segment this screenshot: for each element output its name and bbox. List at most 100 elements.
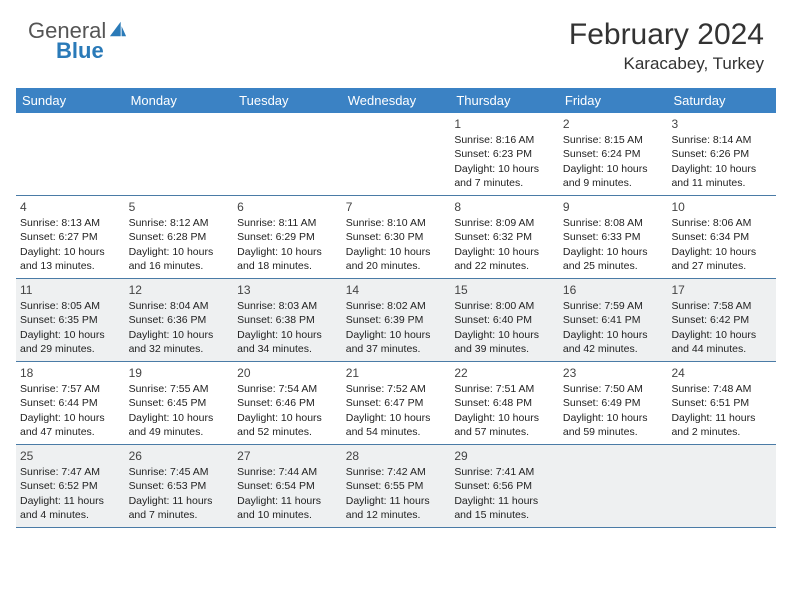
day-sunrise: Sunrise: 8:14 AM: [671, 133, 772, 147]
calendar-week: 11Sunrise: 8:05 AMSunset: 6:35 PMDayligh…: [16, 279, 776, 362]
day-cell: [342, 113, 451, 195]
day-daylight: Daylight: 11 hours and 10 minutes.: [237, 494, 338, 522]
day-daylight: Daylight: 10 hours and 49 minutes.: [129, 411, 230, 439]
day-sunset: Sunset: 6:40 PM: [454, 313, 555, 327]
day-sunset: Sunset: 6:28 PM: [129, 230, 230, 244]
day-daylight: Daylight: 11 hours and 12 minutes.: [346, 494, 447, 522]
day-sunrise: Sunrise: 7:52 AM: [346, 382, 447, 396]
day-cell: [667, 445, 776, 527]
day-sunrise: Sunrise: 7:42 AM: [346, 465, 447, 479]
day-sunset: Sunset: 6:34 PM: [671, 230, 772, 244]
day-cell: 10Sunrise: 8:06 AMSunset: 6:34 PMDayligh…: [667, 196, 776, 278]
day-number: 6: [237, 199, 338, 215]
day-sunset: Sunset: 6:46 PM: [237, 396, 338, 410]
calendar-grid: Sunday Monday Tuesday Wednesday Thursday…: [16, 88, 776, 528]
page-header: GeneralBlue February 2024 Karacabey, Tur…: [0, 0, 792, 82]
day-cell: 16Sunrise: 7:59 AMSunset: 6:41 PMDayligh…: [559, 279, 668, 361]
day-sunset: Sunset: 6:32 PM: [454, 230, 555, 244]
day-sunrise: Sunrise: 8:08 AM: [563, 216, 664, 230]
day-daylight: Daylight: 11 hours and 7 minutes.: [129, 494, 230, 522]
location-label: Karacabey, Turkey: [569, 54, 764, 74]
day-sunset: Sunset: 6:27 PM: [20, 230, 121, 244]
calendar-week: 4Sunrise: 8:13 AMSunset: 6:27 PMDaylight…: [16, 196, 776, 279]
day-daylight: Daylight: 10 hours and 42 minutes.: [563, 328, 664, 356]
day-number: 25: [20, 448, 121, 464]
day-sunset: Sunset: 6:56 PM: [454, 479, 555, 493]
day-sunrise: Sunrise: 7:45 AM: [129, 465, 230, 479]
weekday-sat: Saturday: [667, 88, 776, 113]
day-cell: 26Sunrise: 7:45 AMSunset: 6:53 PMDayligh…: [125, 445, 234, 527]
day-number: 11: [20, 282, 121, 298]
day-number: 15: [454, 282, 555, 298]
day-daylight: Daylight: 10 hours and 16 minutes.: [129, 245, 230, 273]
day-sunrise: Sunrise: 8:03 AM: [237, 299, 338, 313]
day-sunrise: Sunrise: 7:59 AM: [563, 299, 664, 313]
day-sunset: Sunset: 6:47 PM: [346, 396, 447, 410]
day-sunset: Sunset: 6:33 PM: [563, 230, 664, 244]
day-number: 14: [346, 282, 447, 298]
day-daylight: Daylight: 10 hours and 7 minutes.: [454, 162, 555, 190]
day-number: 12: [129, 282, 230, 298]
day-sunrise: Sunrise: 7:58 AM: [671, 299, 772, 313]
day-cell: 25Sunrise: 7:47 AMSunset: 6:52 PMDayligh…: [16, 445, 125, 527]
day-cell: 17Sunrise: 7:58 AMSunset: 6:42 PMDayligh…: [667, 279, 776, 361]
day-number: 9: [563, 199, 664, 215]
day-daylight: Daylight: 11 hours and 2 minutes.: [671, 411, 772, 439]
day-daylight: Daylight: 10 hours and 59 minutes.: [563, 411, 664, 439]
day-number: 3: [671, 116, 772, 132]
day-cell: 11Sunrise: 8:05 AMSunset: 6:35 PMDayligh…: [16, 279, 125, 361]
day-number: 4: [20, 199, 121, 215]
calendar-week: 18Sunrise: 7:57 AMSunset: 6:44 PMDayligh…: [16, 362, 776, 445]
day-daylight: Daylight: 10 hours and 54 minutes.: [346, 411, 447, 439]
title-block: February 2024 Karacabey, Turkey: [569, 18, 764, 74]
day-sunrise: Sunrise: 7:57 AM: [20, 382, 121, 396]
day-number: 17: [671, 282, 772, 298]
day-number: 24: [671, 365, 772, 381]
weekday-header: Sunday Monday Tuesday Wednesday Thursday…: [16, 88, 776, 113]
calendar-week: 1Sunrise: 8:16 AMSunset: 6:23 PMDaylight…: [16, 113, 776, 196]
day-sunset: Sunset: 6:30 PM: [346, 230, 447, 244]
day-number: 7: [346, 199, 447, 215]
day-cell: 1Sunrise: 8:16 AMSunset: 6:23 PMDaylight…: [450, 113, 559, 195]
day-sunrise: Sunrise: 7:50 AM: [563, 382, 664, 396]
day-cell: 15Sunrise: 8:00 AMSunset: 6:40 PMDayligh…: [450, 279, 559, 361]
day-sunrise: Sunrise: 8:00 AM: [454, 299, 555, 313]
day-cell: 24Sunrise: 7:48 AMSunset: 6:51 PMDayligh…: [667, 362, 776, 444]
day-cell: 4Sunrise: 8:13 AMSunset: 6:27 PMDaylight…: [16, 196, 125, 278]
day-number: 20: [237, 365, 338, 381]
day-sunset: Sunset: 6:49 PM: [563, 396, 664, 410]
day-sunrise: Sunrise: 8:04 AM: [129, 299, 230, 313]
day-cell: 29Sunrise: 7:41 AMSunset: 6:56 PMDayligh…: [450, 445, 559, 527]
day-number: 22: [454, 365, 555, 381]
day-sunset: Sunset: 6:38 PM: [237, 313, 338, 327]
day-sunset: Sunset: 6:45 PM: [129, 396, 230, 410]
day-number: 27: [237, 448, 338, 464]
day-sunrise: Sunrise: 7:55 AM: [129, 382, 230, 396]
day-sunrise: Sunrise: 8:09 AM: [454, 216, 555, 230]
day-daylight: Daylight: 10 hours and 52 minutes.: [237, 411, 338, 439]
day-sunset: Sunset: 6:23 PM: [454, 147, 555, 161]
day-sunrise: Sunrise: 8:10 AM: [346, 216, 447, 230]
day-cell: 5Sunrise: 8:12 AMSunset: 6:28 PMDaylight…: [125, 196, 234, 278]
day-daylight: Daylight: 10 hours and 39 minutes.: [454, 328, 555, 356]
weekday-sun: Sunday: [16, 88, 125, 113]
day-sunrise: Sunrise: 7:48 AM: [671, 382, 772, 396]
day-number: 18: [20, 365, 121, 381]
calendar-week: 25Sunrise: 7:47 AMSunset: 6:52 PMDayligh…: [16, 445, 776, 528]
day-cell: 23Sunrise: 7:50 AMSunset: 6:49 PMDayligh…: [559, 362, 668, 444]
day-number: 16: [563, 282, 664, 298]
day-cell: 2Sunrise: 8:15 AMSunset: 6:24 PMDaylight…: [559, 113, 668, 195]
day-sunset: Sunset: 6:53 PM: [129, 479, 230, 493]
day-number: 26: [129, 448, 230, 464]
day-number: 19: [129, 365, 230, 381]
day-daylight: Daylight: 10 hours and 9 minutes.: [563, 162, 664, 190]
weekday-wed: Wednesday: [342, 88, 451, 113]
day-sunrise: Sunrise: 7:41 AM: [454, 465, 555, 479]
day-sunset: Sunset: 6:51 PM: [671, 396, 772, 410]
day-sunset: Sunset: 6:26 PM: [671, 147, 772, 161]
day-daylight: Daylight: 10 hours and 27 minutes.: [671, 245, 772, 273]
day-number: 5: [129, 199, 230, 215]
day-sunrise: Sunrise: 8:02 AM: [346, 299, 447, 313]
day-cell: 9Sunrise: 8:08 AMSunset: 6:33 PMDaylight…: [559, 196, 668, 278]
day-cell: 12Sunrise: 8:04 AMSunset: 6:36 PMDayligh…: [125, 279, 234, 361]
